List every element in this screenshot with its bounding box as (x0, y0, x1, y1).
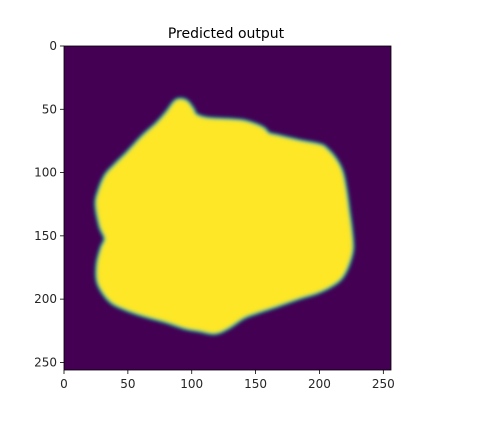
predicted-mask (93, 97, 355, 336)
y-tick-label: 50 (42, 102, 57, 116)
mask-core (96, 100, 352, 333)
y-tick-label: 100 (34, 166, 57, 180)
x-tick-label: 0 (60, 377, 68, 391)
plot-frame (63, 45, 392, 371)
y-tick-label: 250 (34, 355, 57, 369)
x-tick-label: 150 (244, 377, 267, 391)
heatmap-area (64, 46, 391, 370)
y-tick-label: 200 (34, 292, 57, 306)
y-tick-label: 150 (34, 229, 57, 243)
y-tick-label: 0 (49, 39, 57, 53)
x-axis: 0 50 100 150 200 250 (60, 370, 395, 391)
y-axis: 0 50 100 150 200 250 (34, 39, 64, 369)
x-tick-label: 100 (180, 377, 203, 391)
chart-title: Predicted output (168, 26, 285, 42)
x-tick-label: 50 (120, 377, 135, 391)
x-tick-label: 200 (308, 377, 331, 391)
x-tick-label: 250 (372, 377, 395, 391)
